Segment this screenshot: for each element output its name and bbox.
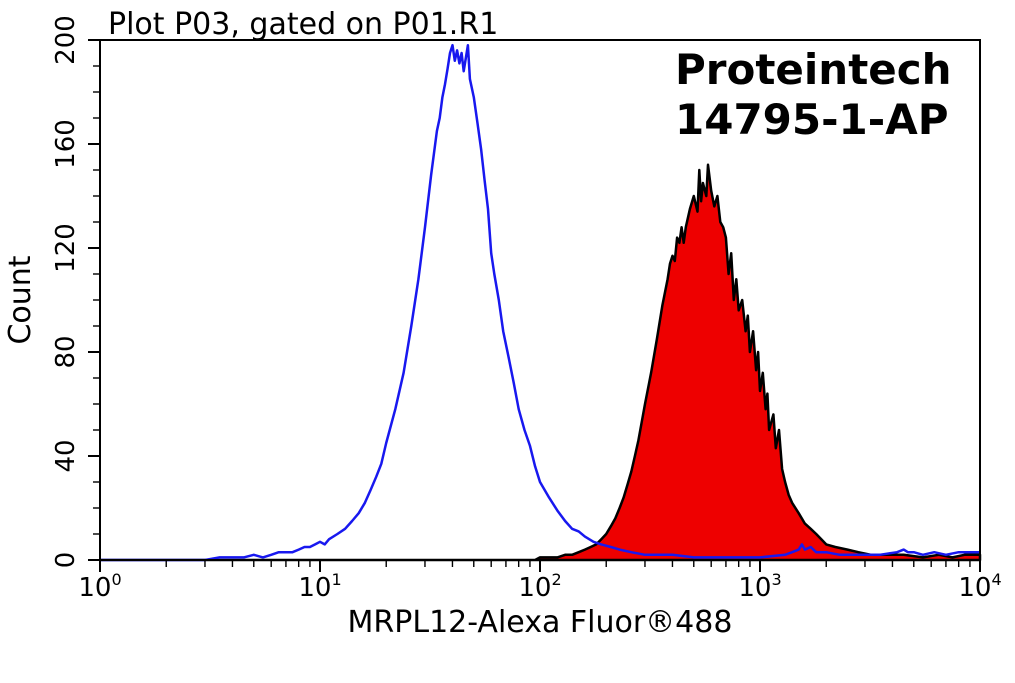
plot-title: Plot P03, gated on P01.R1: [108, 7, 498, 42]
brand-line-1: Proteintech: [675, 45, 952, 94]
flow-cytometry-histogram: 100 101 102 103 104 0 40 80 120 160 200 Plot P03, …: [0, 0, 1015, 683]
x-tick-label: 104: [958, 570, 1001, 603]
x-axis-title: MRPL12-Alexa Fluor®488: [348, 605, 733, 640]
brand-line-2: 14795-1-AP: [675, 95, 949, 144]
brand-label: Proteintech 14795-1-AP: [675, 45, 952, 144]
x-tick-label: 103: [738, 570, 781, 603]
y-tick-label: 40: [51, 439, 81, 472]
x-tick-label: 102: [518, 570, 561, 603]
y-tick-label: 120: [51, 223, 81, 273]
y-tick-label: 160: [51, 119, 81, 169]
y-axis-title: Count: [3, 255, 38, 344]
chart-svg: 100 101 102 103 104 0 40 80 120 160 200 Plot P03, …: [0, 0, 1015, 683]
y-tick-label: 80: [51, 335, 81, 368]
y-tick-label: 0: [51, 552, 81, 569]
y-tick-label: 200: [51, 15, 81, 65]
x-tick-label: 100: [78, 570, 121, 603]
x-tick-label: 101: [298, 570, 341, 603]
